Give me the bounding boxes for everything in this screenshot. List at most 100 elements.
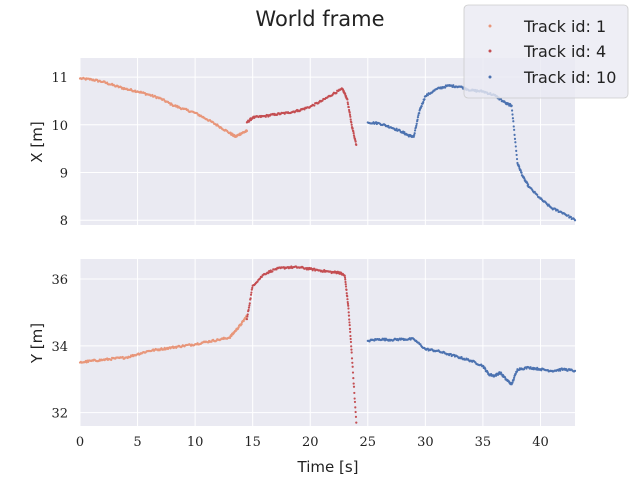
data-point	[512, 125, 515, 128]
data-point	[346, 298, 349, 301]
data-point	[352, 382, 355, 385]
data-point	[515, 153, 518, 157]
data-point	[510, 104, 513, 107]
data-point	[413, 129, 417, 132]
data-point	[414, 126, 417, 129]
data-point	[514, 145, 517, 148]
data-point	[350, 348, 353, 351]
data-point	[387, 124, 390, 127]
data-point	[512, 120, 515, 123]
series-track-id-10	[366, 337, 577, 386]
plot-area	[80, 259, 575, 426]
data-point	[422, 100, 425, 104]
data-point	[346, 302, 350, 305]
data-point	[251, 286, 254, 289]
data-point	[240, 323, 243, 326]
data-point	[513, 137, 517, 140]
data-point	[573, 219, 577, 222]
x-axis-label: Time [s]	[297, 458, 359, 476]
data-point	[519, 169, 522, 172]
data-point	[418, 112, 421, 115]
legend-box	[463, 4, 629, 99]
data-point	[511, 117, 515, 120]
data-point	[513, 376, 516, 379]
data-point	[512, 378, 515, 381]
data-point	[480, 363, 483, 366]
legend-label-track-1: Track id: 1	[523, 17, 606, 36]
data-point	[413, 133, 416, 136]
x-tick-label: 15	[244, 435, 261, 450]
data-point	[335, 91, 338, 94]
data-point	[264, 115, 267, 118]
x-tick-label: 0	[76, 435, 84, 450]
data-point	[313, 267, 316, 270]
data-point	[348, 318, 351, 321]
data-point	[350, 121, 353, 124]
data-point	[569, 215, 572, 219]
data-point	[354, 406, 357, 409]
data-point	[271, 270, 274, 273]
data-point	[499, 371, 503, 374]
data-point	[354, 410, 357, 414]
data-point	[420, 105, 423, 108]
data-point	[249, 293, 253, 296]
data-point	[349, 330, 352, 334]
data-point	[347, 307, 350, 310]
data-point	[352, 131, 355, 135]
data-point	[383, 339, 387, 342]
data-point	[344, 278, 347, 281]
data-point	[536, 366, 539, 369]
data-point	[535, 368, 538, 371]
x-tick-label: 35	[475, 435, 492, 450]
data-point	[536, 193, 539, 196]
data-point	[162, 348, 165, 351]
data-point	[250, 291, 253, 294]
data-point	[344, 283, 347, 286]
data-point	[353, 400, 357, 404]
data-point	[513, 128, 516, 131]
data-point	[523, 177, 526, 180]
data-point	[573, 369, 577, 372]
x-tick-label: 20	[302, 435, 319, 450]
series-track-id-4	[245, 265, 358, 424]
data-point	[348, 324, 351, 327]
data-point	[527, 183, 530, 186]
data-point	[511, 381, 514, 384]
data-point	[514, 141, 517, 144]
data-point	[352, 130, 355, 133]
data-point	[250, 288, 253, 291]
data-point	[353, 391, 356, 395]
y-tick-label: 10	[51, 119, 68, 134]
data-point	[344, 285, 348, 288]
data-point	[415, 124, 418, 127]
data-point	[249, 297, 252, 300]
y-tick-label: 36	[51, 273, 68, 288]
data-point	[258, 277, 262, 280]
x-tick-label: 40	[532, 435, 549, 450]
data-point	[416, 118, 419, 121]
data-point	[349, 337, 352, 341]
data-point	[451, 85, 454, 89]
data-point	[425, 94, 428, 98]
data-point	[517, 165, 521, 168]
data-point	[347, 105, 350, 109]
data-point	[346, 300, 349, 304]
legend-label-track-4: Track id: 4	[523, 42, 606, 61]
data-point	[343, 276, 347, 279]
data-point	[484, 368, 487, 371]
data-point	[443, 86, 447, 89]
data-point	[151, 93, 154, 97]
data-point	[513, 133, 516, 136]
data-point	[352, 134, 356, 137]
chart-title: World frame	[255, 7, 384, 31]
data-point	[352, 385, 356, 388]
data-point	[350, 351, 353, 354]
data-point	[417, 114, 420, 117]
y-axis-label-y: Y [m]	[28, 323, 46, 364]
x-tick-label: 5	[133, 435, 141, 450]
series-track-id-10	[366, 84, 577, 222]
y-tick-label: 32	[51, 407, 68, 422]
series-track-id-1	[78, 76, 249, 138]
data-point	[345, 292, 348, 295]
